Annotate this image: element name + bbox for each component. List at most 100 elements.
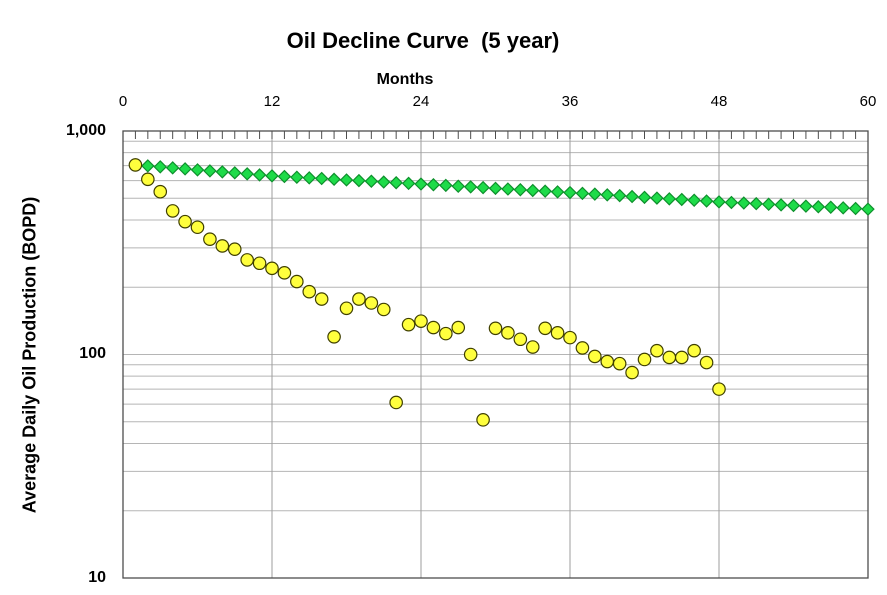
diamond-marker: [538, 184, 552, 198]
circle-marker: [265, 261, 279, 276]
diamond-marker: [687, 193, 701, 207]
diamond-marker: [749, 196, 763, 211]
circle-marker: [277, 266, 292, 280]
diamond-marker: [575, 186, 590, 201]
circle-marker: [178, 214, 192, 229]
diamond-marker: [252, 168, 267, 182]
diamond-marker: [401, 176, 416, 191]
chart-title: Oil Decline Curve (5 year): [286, 28, 560, 53]
x-tick-label-60: 60: [859, 93, 877, 110]
circle-marker: [463, 347, 478, 362]
circle-marker: [439, 326, 453, 341]
circle-marker: [426, 320, 441, 335]
circle-marker: [141, 172, 155, 187]
diamond-marker: [612, 188, 627, 203]
circle-marker: [414, 314, 428, 328]
circle-marker: [712, 382, 726, 396]
diamond-marker: [153, 160, 167, 174]
diamond-marker: [265, 169, 279, 183]
x-tick-label-36: 36: [561, 93, 579, 110]
circle-marker: [538, 321, 552, 336]
diamond-marker: [774, 198, 788, 212]
diamond-marker: [550, 185, 565, 199]
diamond-marker: [290, 170, 304, 184]
diamond-marker: [675, 192, 689, 207]
circle-marker: [575, 341, 590, 355]
circle-marker: [227, 242, 242, 256]
diamond-marker: [339, 173, 354, 187]
diamond-marker: [761, 197, 776, 212]
diamond-marker: [637, 190, 652, 205]
circle-marker: [252, 256, 267, 271]
diamond-marker: [848, 201, 863, 216]
x-tick-label-12: 12: [263, 93, 281, 110]
x-tick-label-0: 0: [118, 93, 128, 110]
circle-marker: [290, 274, 304, 289]
diamond-marker: [165, 161, 180, 175]
diamond-marker: [824, 200, 838, 214]
diamond-marker: [463, 180, 478, 194]
diamond-marker: [302, 171, 316, 185]
circle-marker: [662, 350, 677, 365]
diamond-marker: [786, 198, 801, 213]
y-tick-label-1000: 1,000: [65, 122, 106, 139]
circle-marker: [451, 320, 466, 335]
diamond-marker: [178, 162, 192, 176]
diamond-marker: [476, 180, 490, 195]
circle-marker: [376, 302, 391, 317]
circle-marker: [190, 220, 205, 235]
diamond-marker: [327, 172, 341, 187]
diamond-marker: [240, 167, 254, 181]
series-actual-monthly-production: [128, 158, 726, 427]
diamond-marker: [389, 175, 403, 190]
diamond-marker: [513, 182, 528, 197]
circle-marker: [687, 343, 701, 358]
diamond-marker: [215, 165, 230, 179]
y-tick-label-10: 10: [88, 569, 106, 586]
circle-marker: [550, 326, 565, 340]
x-axis-title: Months: [376, 71, 434, 88]
circle-marker: [314, 292, 329, 306]
diamond-marker: [190, 163, 205, 177]
diamond-marker: [737, 196, 751, 210]
diamond-marker: [314, 171, 329, 186]
x-tick-label-48: 48: [710, 93, 728, 110]
diamond-marker: [426, 177, 441, 192]
diamond-marker: [526, 183, 540, 198]
diamond-marker: [588, 187, 602, 201]
diamond-marker: [563, 185, 577, 200]
circle-marker: [513, 332, 528, 347]
diamond-marker: [662, 192, 677, 206]
circle-marker: [327, 330, 341, 344]
diamond-marker: [861, 202, 875, 216]
circle-marker: [476, 413, 490, 427]
circle-marker: [128, 158, 143, 172]
x-tick-label-24: 24: [412, 93, 430, 110]
circle-marker: [165, 204, 180, 218]
diamond-marker: [488, 181, 503, 196]
circle-marker: [240, 253, 254, 267]
circle-marker: [637, 352, 652, 367]
diamond-marker: [141, 159, 155, 173]
circle-marker: [600, 354, 615, 369]
y-tick-label-100: 100: [79, 345, 106, 362]
diamond-marker: [724, 195, 739, 210]
circle-marker: [501, 326, 515, 340]
circle-marker: [588, 349, 602, 364]
diamond-marker: [799, 199, 813, 213]
diamond-marker: [203, 164, 217, 178]
diamond-marker: [699, 194, 714, 208]
circle-marker: [625, 365, 639, 380]
diamond-marker: [439, 178, 453, 193]
diamond-marker: [501, 182, 515, 196]
diamond-marker: [650, 191, 664, 205]
diamond-marker: [836, 201, 850, 215]
circle-marker: [352, 292, 366, 306]
circle-marker: [401, 317, 416, 332]
circle-marker: [153, 184, 168, 199]
circle-marker: [215, 239, 230, 253]
circle-marker: [302, 284, 317, 299]
diamond-marker: [414, 177, 428, 191]
